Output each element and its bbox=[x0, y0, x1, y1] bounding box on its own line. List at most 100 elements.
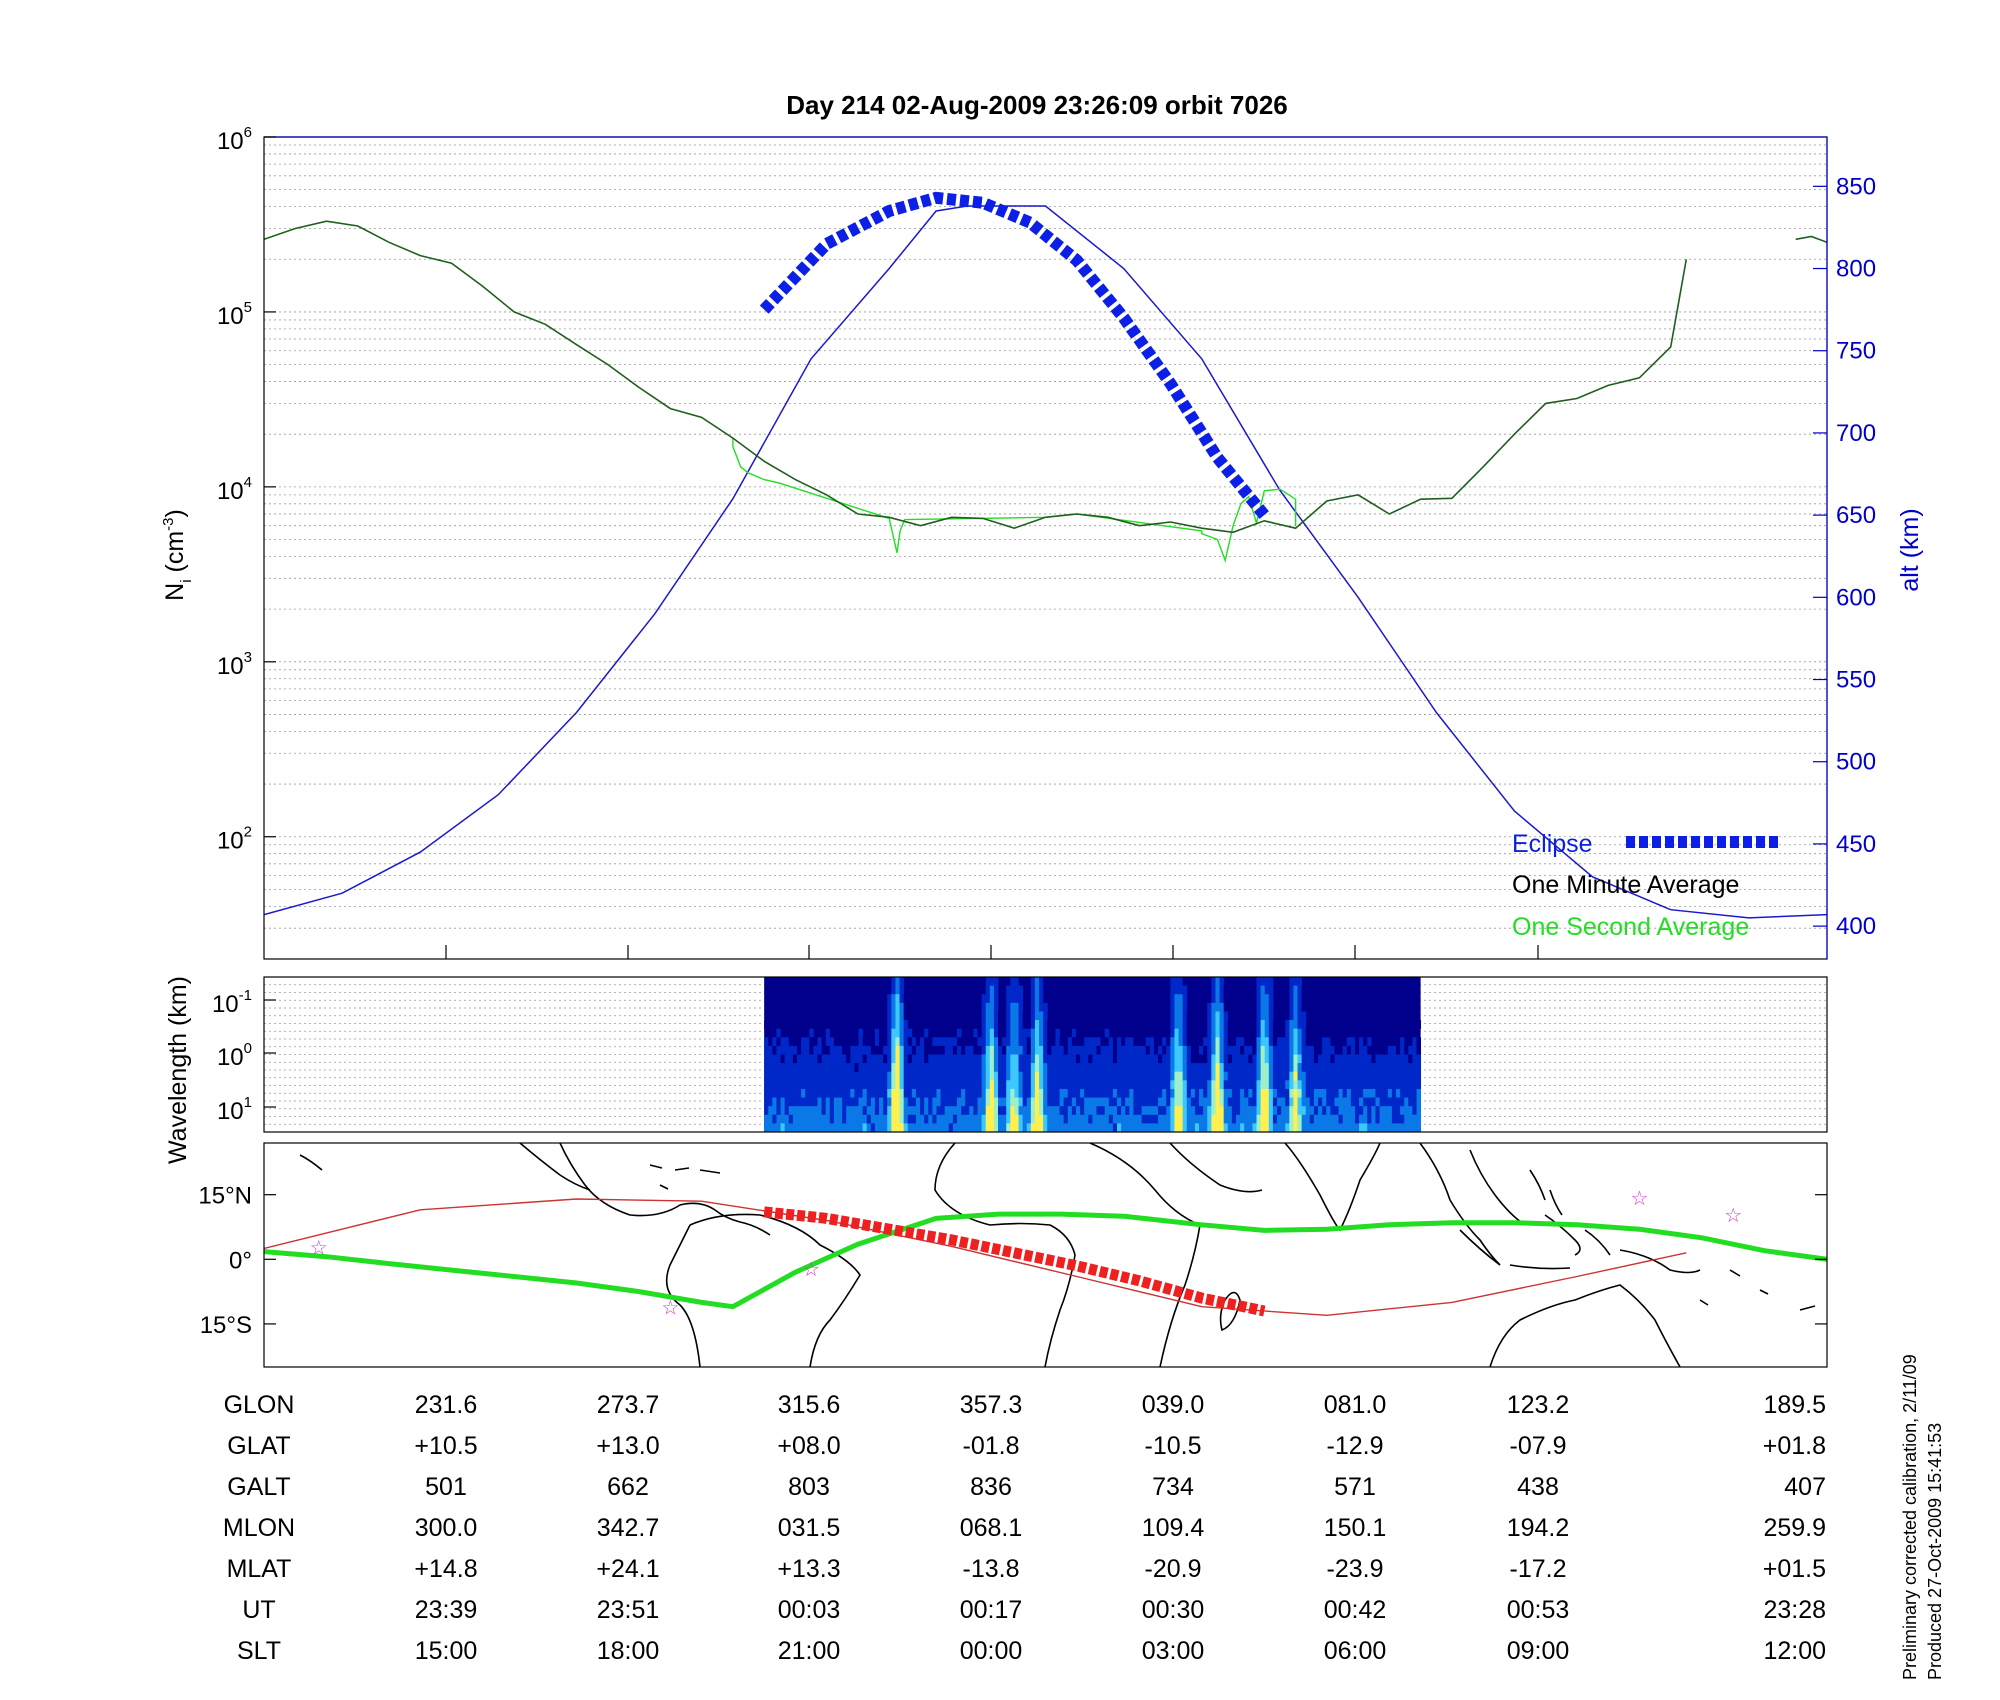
spectrogram-cell bbox=[1400, 1080, 1405, 1090]
spectrogram-cell bbox=[1141, 1097, 1147, 1107]
spectrogram-cell bbox=[1281, 1037, 1286, 1047]
spectrogram-cell bbox=[870, 1063, 876, 1073]
spectrogram-cell bbox=[1092, 1106, 1097, 1116]
spectrogram-cell bbox=[829, 1114, 835, 1124]
altitude-y-tick-label: 550 bbox=[1836, 667, 1876, 694]
spectrogram-cell bbox=[1248, 1106, 1253, 1116]
spectrogram-cell bbox=[1330, 1123, 1335, 1133]
spectrogram-cell bbox=[1215, 1020, 1220, 1030]
spectrogram-cell bbox=[1158, 1080, 1163, 1090]
coastlines bbox=[299, 1143, 1816, 1367]
spectrogram-cell bbox=[1391, 1088, 1397, 1098]
table-cell: 150.1 bbox=[1324, 1514, 1387, 1542]
spectrogram-cell bbox=[1359, 1020, 1364, 1030]
spectrogram-cell bbox=[936, 1123, 941, 1133]
spectrogram-cell bbox=[903, 1106, 909, 1116]
spectrogram-cell bbox=[796, 1054, 802, 1064]
spectrogram-cell bbox=[1022, 1045, 1028, 1055]
spectrogram-cell bbox=[1383, 1028, 1389, 1038]
spectrogram-cell bbox=[1207, 1097, 1212, 1107]
spectrogram-cell bbox=[1084, 1045, 1089, 1055]
spectrogram-cell bbox=[1268, 1028, 1274, 1038]
spectrogram-cell bbox=[821, 1114, 827, 1124]
spectrogram-cell bbox=[1400, 1088, 1405, 1098]
spectrogram-cell bbox=[838, 1045, 843, 1055]
spectrogram-cell bbox=[924, 1123, 929, 1133]
spectrogram-cell bbox=[887, 1037, 892, 1047]
spectrogram-cell bbox=[1170, 1088, 1175, 1098]
spectrogram-cell bbox=[1170, 1106, 1175, 1116]
spectrogram-cell bbox=[1149, 1020, 1155, 1030]
spectrogram-cell bbox=[1121, 1045, 1126, 1055]
spectrogram-cell bbox=[1149, 1088, 1155, 1098]
spectrogram-cell bbox=[1158, 1063, 1163, 1073]
spectrogram-cell bbox=[1334, 1114, 1339, 1124]
spectrogram-cell bbox=[1408, 1114, 1413, 1124]
spectrogram-cell bbox=[858, 1123, 864, 1133]
spectrogram-cell bbox=[1010, 994, 1015, 1004]
spectrogram-cell bbox=[903, 1011, 909, 1021]
spectrogram-cell bbox=[1059, 1088, 1065, 1098]
spectrogram-cell bbox=[1071, 1088, 1077, 1098]
spectrogram-cell bbox=[965, 1011, 970, 1021]
spectrogram-cell bbox=[944, 1063, 950, 1073]
spectrogram-cell bbox=[813, 1080, 818, 1090]
spectrogram-cell bbox=[1305, 1028, 1311, 1038]
spectrogram-cell bbox=[1223, 1114, 1229, 1124]
spectrogram-cell bbox=[944, 1045, 950, 1055]
spectrogram-cell bbox=[866, 1114, 872, 1124]
spectrogram-cell bbox=[985, 1071, 991, 1081]
spectrogram-cell bbox=[1215, 1002, 1220, 1012]
spectrogram-cell bbox=[1391, 1045, 1397, 1055]
spectrogram-cell bbox=[792, 1097, 798, 1107]
spectrogram-cell bbox=[944, 1123, 950, 1133]
table-cell: 12:00 bbox=[1763, 1637, 1826, 1665]
map-panel: ☆☆☆☆☆ 15°N0°15°S bbox=[198, 1142, 1828, 1368]
spectrogram-cell bbox=[1014, 1028, 1019, 1038]
spectrogram-cell bbox=[1408, 1045, 1413, 1055]
spectrogram-cell bbox=[899, 1071, 905, 1081]
spectrogram-cell bbox=[792, 1054, 798, 1064]
spectrogram-cell bbox=[1223, 1063, 1229, 1073]
spectrogram-cell bbox=[1313, 1080, 1319, 1090]
spectrogram-cell bbox=[1371, 1028, 1376, 1038]
spectrogram-cell bbox=[944, 1037, 950, 1047]
spectrogram-cell bbox=[1014, 1106, 1019, 1116]
spectrogram-cell bbox=[1342, 1097, 1348, 1107]
spectrogram-cell bbox=[1412, 1054, 1417, 1064]
spectrogram-cell bbox=[1174, 1123, 1179, 1133]
spectrogram-cell bbox=[1075, 1080, 1081, 1090]
spectrogram-cell bbox=[1117, 1045, 1122, 1055]
spectrogram-cell bbox=[1223, 1088, 1229, 1098]
spectrogram-cell bbox=[1088, 1028, 1093, 1038]
spectrogram-cell bbox=[1268, 977, 1274, 987]
spectrogram-cell bbox=[1223, 1045, 1229, 1055]
spectrogram-cell bbox=[928, 1080, 933, 1090]
spectrogram-cell bbox=[920, 1097, 925, 1107]
spectrogram-cell bbox=[1260, 1123, 1266, 1133]
spectrogram-cell bbox=[1170, 1063, 1175, 1073]
spectrogram-cell bbox=[1326, 1114, 1331, 1124]
table-cell: 273.7 bbox=[597, 1391, 660, 1419]
orbit-table: GLONGLATGALTMLONMLATUTSLT231.6+10.550130… bbox=[223, 1391, 1826, 1665]
spectrogram-cell bbox=[1350, 1071, 1356, 1081]
spectrogram-cell bbox=[764, 1054, 769, 1064]
spectrogram-cell bbox=[1281, 1054, 1286, 1064]
spectrogram-cell bbox=[1022, 1028, 1028, 1038]
spectrogram-cell bbox=[977, 1045, 983, 1055]
spectrogram-cell bbox=[1359, 1054, 1364, 1064]
spectrogram-cell bbox=[1039, 994, 1044, 1004]
spectrogram-cell bbox=[1313, 1037, 1319, 1047]
spectrogram-cell bbox=[915, 1037, 921, 1047]
spectrogram-cell bbox=[850, 1123, 855, 1133]
spectrogram-cell bbox=[792, 1071, 798, 1081]
spectrogram-cell bbox=[948, 1088, 954, 1098]
spectrogram-cell bbox=[870, 1106, 876, 1116]
spectrogram-cell bbox=[989, 1071, 995, 1081]
spectrogram-cell bbox=[1051, 1106, 1056, 1116]
spectrogram-cell bbox=[1248, 1054, 1253, 1064]
spectrogram-cell bbox=[973, 1020, 978, 1030]
spectrogram-cell bbox=[1182, 1037, 1188, 1047]
spectrogram-cell bbox=[1166, 1080, 1171, 1090]
spectrogram-cell bbox=[825, 1020, 831, 1030]
